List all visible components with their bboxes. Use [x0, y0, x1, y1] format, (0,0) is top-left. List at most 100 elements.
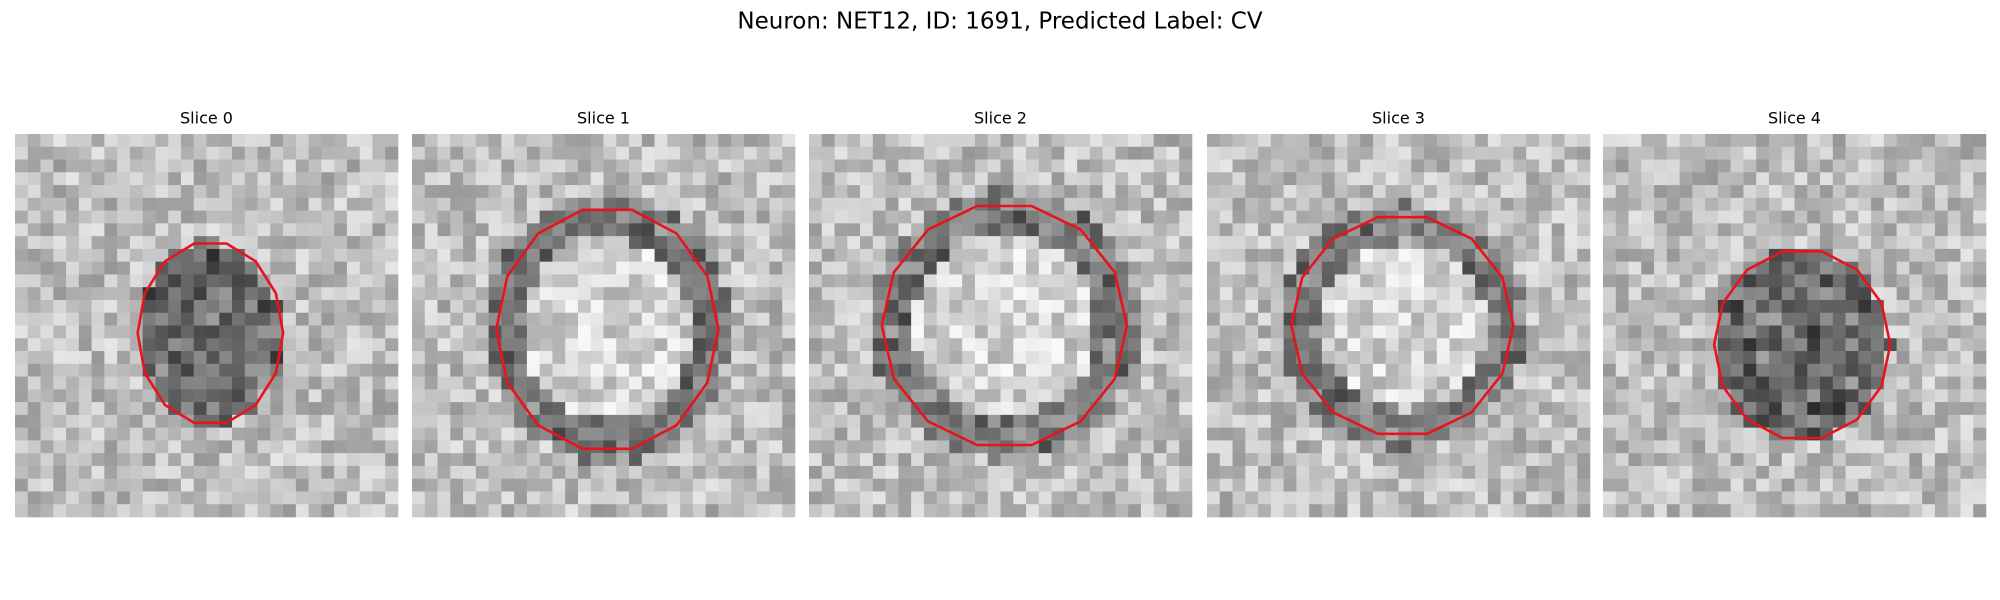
pixel	[1705, 312, 1719, 326]
pixel	[1372, 414, 1387, 428]
pixel	[78, 338, 92, 352]
pixel	[705, 402, 719, 416]
pixel	[475, 440, 489, 454]
pixel	[1207, 478, 1221, 492]
pixel	[104, 159, 118, 173]
pixel	[1462, 159, 1476, 173]
pixel	[1270, 478, 1284, 492]
pixel	[1309, 453, 1323, 467]
pixel	[1500, 210, 1514, 224]
pixel	[1538, 134, 1552, 148]
pixel	[1207, 363, 1221, 377]
pixel	[577, 478, 592, 492]
pixel	[1781, 351, 1795, 365]
pixel	[1781, 197, 1795, 211]
pixel	[372, 338, 386, 352]
pixel	[180, 261, 195, 275]
pixel	[616, 185, 630, 199]
pixel	[1283, 146, 1297, 160]
pixel	[1179, 414, 1193, 428]
pixel	[232, 223, 246, 237]
pixel	[450, 236, 464, 250]
pixel	[1334, 504, 1348, 518]
pixel	[1641, 197, 1655, 211]
pixel	[1411, 478, 1425, 492]
pixel	[731, 389, 745, 403]
pixel	[809, 325, 823, 339]
pixel	[1411, 287, 1425, 301]
pixel	[565, 427, 579, 441]
pixel	[514, 351, 528, 365]
pixel	[1538, 376, 1552, 390]
pixel	[1077, 376, 1091, 390]
pixel	[743, 402, 757, 416]
pixel	[514, 210, 528, 224]
pixel	[321, 440, 335, 454]
pixel	[1743, 287, 1757, 301]
pixel	[1730, 465, 1744, 479]
pixel	[616, 351, 630, 365]
pixel	[1513, 236, 1527, 250]
pixel	[412, 453, 426, 467]
pixel	[514, 504, 528, 518]
pixel	[193, 287, 207, 301]
pixel	[667, 134, 681, 148]
pixel	[1140, 414, 1154, 428]
pixel	[1372, 312, 1387, 326]
pixel	[962, 478, 976, 492]
pixel	[782, 351, 796, 365]
pixel	[359, 223, 373, 237]
pixel	[552, 236, 566, 250]
pixel	[129, 453, 143, 467]
pixel	[1896, 491, 1910, 505]
pixel	[974, 325, 989, 339]
pixel	[1526, 478, 1540, 492]
pixel	[1089, 172, 1103, 186]
pixel	[1179, 478, 1193, 492]
pixel	[1347, 363, 1361, 377]
pixel	[1232, 223, 1246, 237]
pixel	[1909, 363, 1923, 377]
pixel	[847, 261, 861, 275]
contour	[1712, 250, 1892, 440]
pixel	[232, 363, 246, 377]
pixel	[359, 274, 373, 288]
pixel	[346, 427, 360, 441]
pixel	[949, 236, 963, 250]
pixel	[743, 465, 757, 479]
pixel	[1309, 287, 1323, 301]
pixel	[463, 210, 477, 224]
pixel	[1666, 248, 1680, 262]
pixel	[1385, 376, 1399, 390]
pixel	[923, 274, 937, 288]
pixel	[1896, 159, 1910, 173]
panel: Slice 2	[809, 109, 1193, 518]
pixel	[809, 312, 823, 326]
pixel	[1140, 465, 1154, 479]
pixel	[1026, 134, 1040, 148]
pixel	[1153, 440, 1167, 454]
pixel	[244, 504, 258, 518]
pixel	[590, 338, 604, 352]
pixel	[1064, 236, 1078, 250]
pixel	[219, 312, 233, 326]
pixel	[1424, 478, 1438, 492]
pixel	[359, 159, 373, 173]
pixel	[1768, 465, 1783, 479]
pixel	[577, 504, 592, 518]
pixel	[1577, 159, 1591, 173]
pixel	[1513, 414, 1527, 428]
pixel	[193, 351, 207, 365]
pixel	[1411, 402, 1425, 416]
pixel	[1577, 389, 1591, 403]
pixel	[104, 299, 118, 314]
pixel	[1794, 210, 1808, 224]
pixel	[219, 478, 233, 492]
pixel	[308, 465, 322, 479]
pixel	[1424, 185, 1438, 199]
pixel	[501, 427, 515, 441]
pixel	[743, 376, 757, 390]
pixel	[1411, 146, 1425, 160]
pixel	[283, 325, 297, 339]
pixel	[654, 402, 668, 416]
